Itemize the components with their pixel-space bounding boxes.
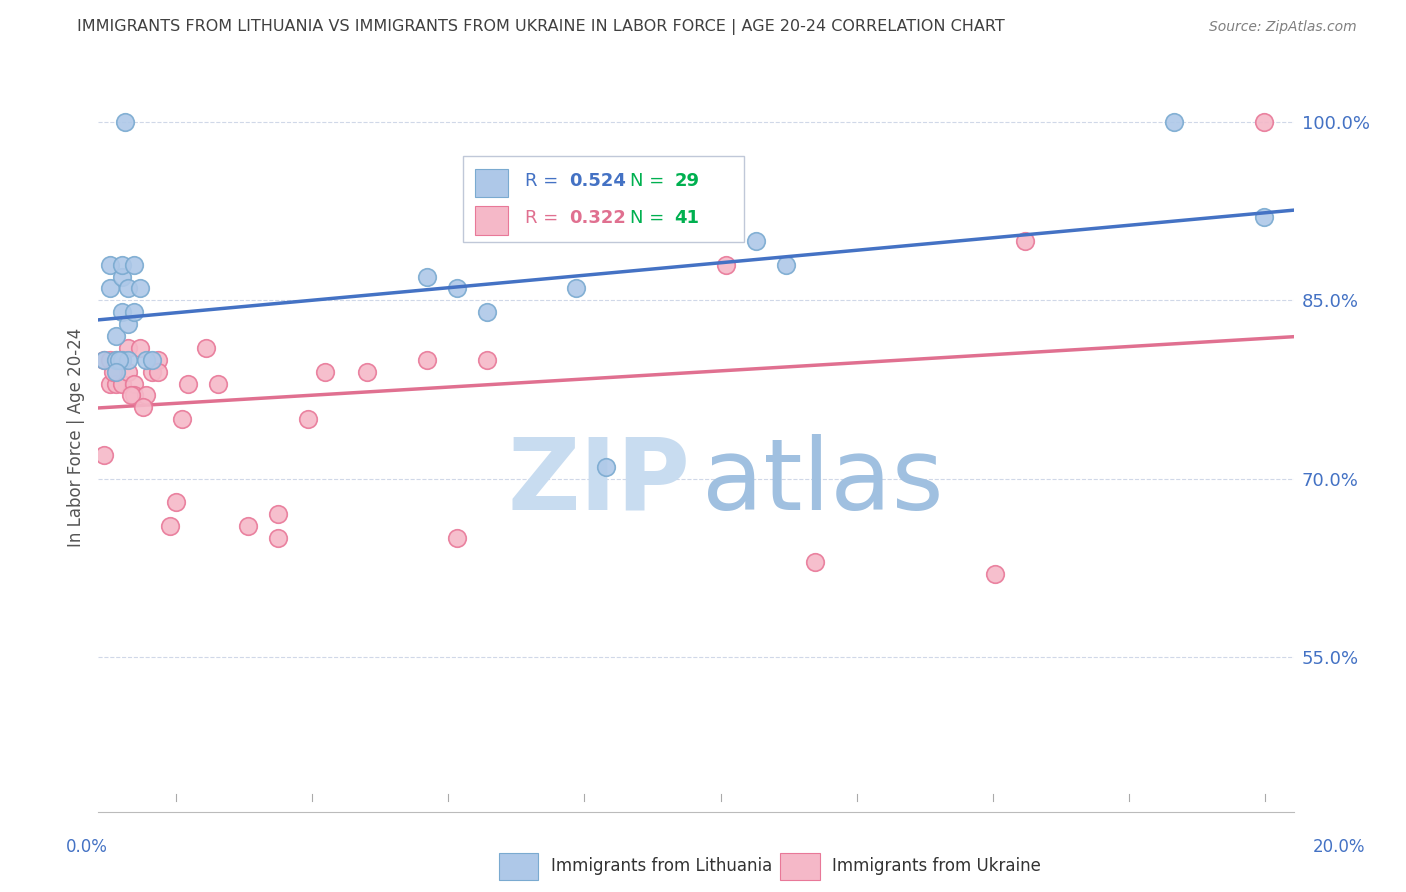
- Text: Immigrants from Ukraine: Immigrants from Ukraine: [832, 857, 1042, 875]
- Point: [108, 352, 131, 367]
- Point: [984, 566, 1007, 581]
- Point: [93, 352, 115, 367]
- Text: N =: N =: [630, 210, 671, 227]
- Point: [117, 281, 139, 295]
- Text: 0.524: 0.524: [569, 172, 626, 190]
- Point: [1253, 210, 1275, 224]
- Point: [93, 352, 115, 367]
- Point: [141, 352, 163, 367]
- Point: [177, 376, 200, 391]
- Point: [804, 555, 827, 569]
- Point: [111, 352, 134, 367]
- Point: [1163, 115, 1185, 129]
- Text: IMMIGRANTS FROM LITHUANIA VS IMMIGRANTS FROM UKRAINE IN LABOR FORCE | AGE 20-24 : IMMIGRANTS FROM LITHUANIA VS IMMIGRANTS …: [77, 20, 1005, 35]
- Point: [135, 352, 157, 367]
- Point: [105, 352, 128, 367]
- Point: [475, 305, 498, 319]
- FancyBboxPatch shape: [463, 156, 744, 243]
- Point: [315, 365, 337, 379]
- Point: [98, 352, 122, 367]
- Point: [297, 412, 319, 426]
- Point: [595, 459, 617, 474]
- Point: [111, 269, 134, 284]
- Point: [117, 352, 139, 367]
- Text: 0.322: 0.322: [569, 210, 626, 227]
- Point: [98, 258, 122, 272]
- Point: [124, 305, 146, 319]
- Point: [446, 281, 468, 295]
- FancyBboxPatch shape: [475, 169, 509, 197]
- Point: [124, 376, 146, 391]
- Point: [111, 258, 134, 272]
- Point: [132, 401, 155, 415]
- Point: [267, 531, 290, 545]
- Point: [129, 281, 152, 295]
- Point: [114, 115, 136, 129]
- Text: 20.0%: 20.0%: [1312, 838, 1365, 855]
- Text: 29: 29: [675, 172, 699, 190]
- Point: [111, 376, 134, 391]
- Point: [775, 258, 797, 272]
- Point: [172, 412, 194, 426]
- Point: [195, 341, 218, 355]
- Point: [98, 281, 122, 295]
- Point: [124, 388, 146, 402]
- Text: Source: ZipAtlas.com: Source: ZipAtlas.com: [1209, 21, 1357, 34]
- Text: N =: N =: [630, 172, 671, 190]
- Point: [111, 305, 134, 319]
- Point: [135, 388, 157, 402]
- Point: [165, 495, 187, 509]
- Point: [105, 329, 128, 343]
- Point: [714, 258, 737, 272]
- Point: [141, 365, 163, 379]
- Point: [416, 352, 439, 367]
- Point: [745, 234, 768, 248]
- Point: [148, 352, 170, 367]
- Point: [111, 352, 134, 367]
- Text: Immigrants from Lithuania: Immigrants from Lithuania: [551, 857, 772, 875]
- Text: R =: R =: [524, 210, 564, 227]
- Point: [117, 365, 139, 379]
- Point: [565, 281, 588, 295]
- Text: 0.0%: 0.0%: [66, 838, 108, 855]
- Point: [475, 352, 498, 367]
- Point: [103, 365, 125, 379]
- Point: [105, 376, 128, 391]
- Point: [148, 365, 170, 379]
- Text: R =: R =: [524, 172, 564, 190]
- Point: [105, 365, 128, 379]
- Y-axis label: In Labor Force | Age 20-24: In Labor Force | Age 20-24: [66, 327, 84, 547]
- Point: [105, 365, 128, 379]
- Point: [1014, 234, 1036, 248]
- Point: [1253, 115, 1275, 129]
- Text: ZIP: ZIP: [508, 434, 690, 531]
- Point: [159, 519, 181, 533]
- Text: atlas: atlas: [702, 434, 943, 531]
- Point: [356, 365, 378, 379]
- FancyBboxPatch shape: [475, 206, 509, 235]
- Point: [129, 341, 152, 355]
- Point: [120, 388, 142, 402]
- Point: [117, 317, 139, 331]
- Point: [236, 519, 259, 533]
- Point: [124, 258, 146, 272]
- Point: [117, 341, 139, 355]
- Point: [446, 531, 468, 545]
- Point: [105, 352, 128, 367]
- Point: [207, 376, 229, 391]
- Point: [93, 448, 115, 462]
- Point: [98, 376, 122, 391]
- Text: 41: 41: [675, 210, 699, 227]
- Point: [416, 269, 439, 284]
- Point: [267, 508, 290, 522]
